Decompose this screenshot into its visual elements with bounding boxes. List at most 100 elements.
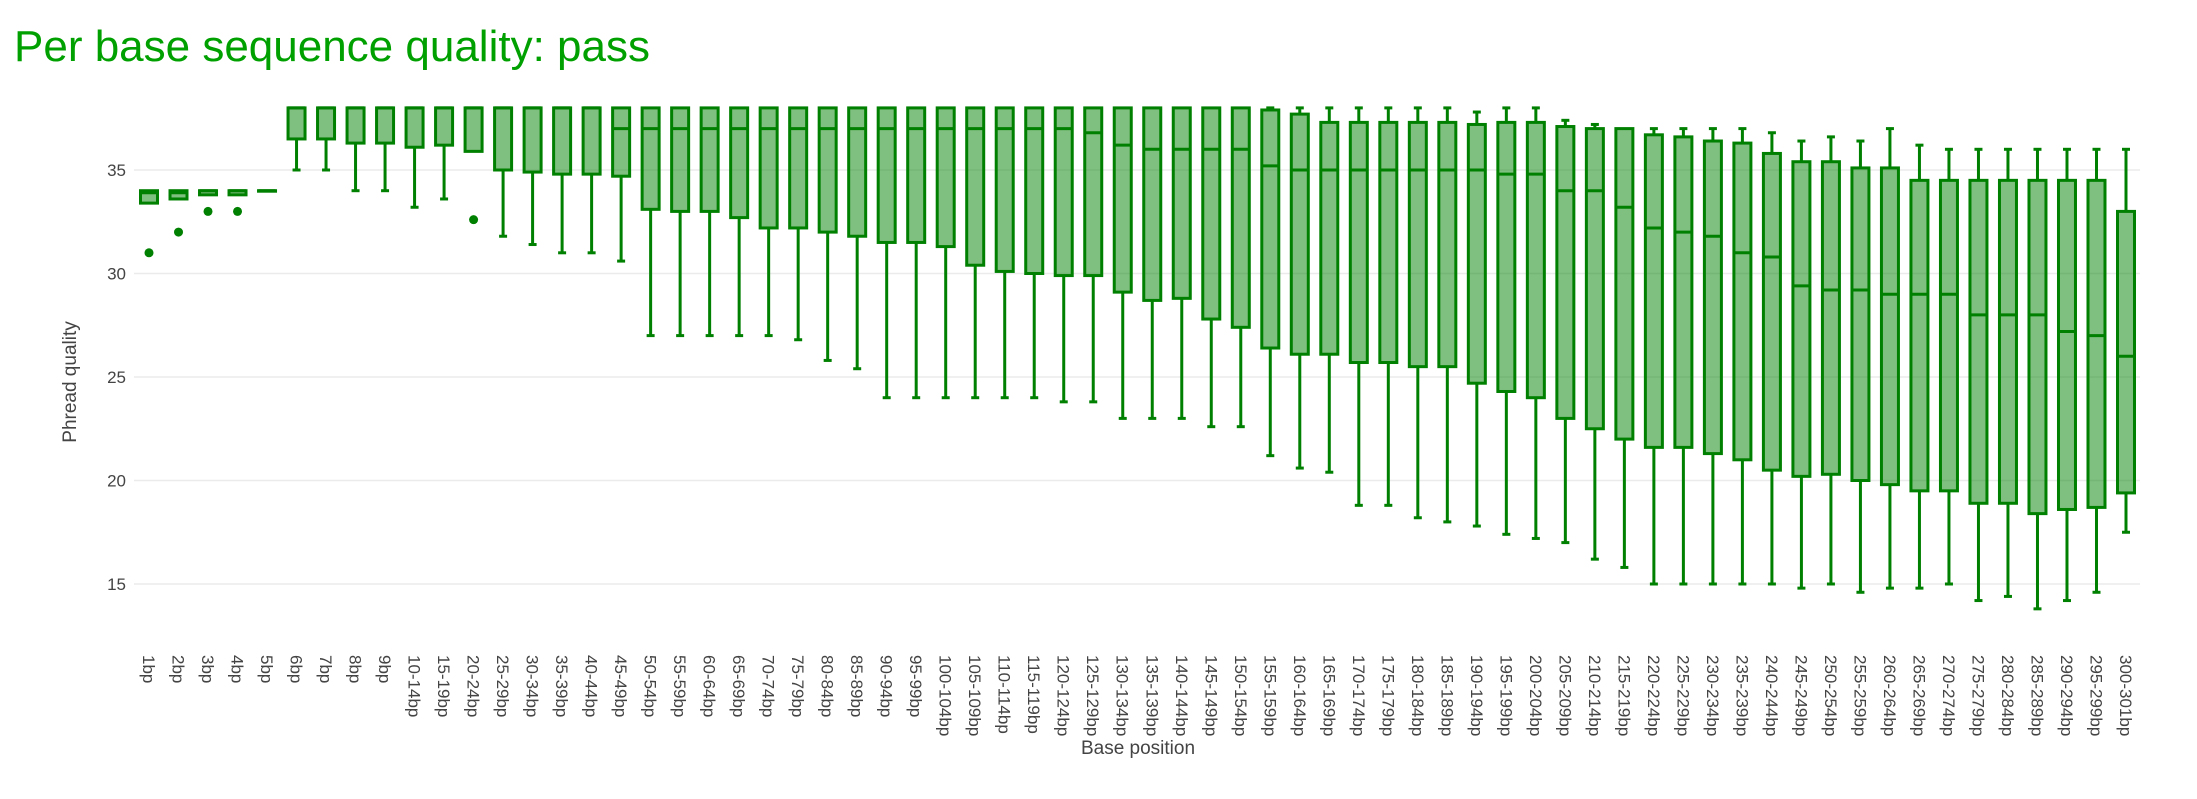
box-85-89bp xyxy=(847,106,868,371)
y-tick-label: 25 xyxy=(107,368,126,387)
x-tick-label: 4bp xyxy=(228,655,247,683)
x-tick-label: 25-29bp xyxy=(493,655,512,717)
x-tick-label: 265-269bp xyxy=(1909,655,1928,736)
box-iqr xyxy=(906,106,927,244)
x-tick-label: 275-279bp xyxy=(1968,655,1987,736)
x-tick-label: 285-289bp xyxy=(2027,655,2046,736)
box-20-24bp xyxy=(463,106,484,153)
box-175-179bp xyxy=(1378,106,1399,507)
box-275-279bp xyxy=(1968,147,1989,603)
box-90-94bp xyxy=(876,106,897,400)
box-iqr xyxy=(1289,112,1310,356)
x-tick-label: 2bp xyxy=(169,655,188,683)
x-tick-label: 15-19bp xyxy=(434,655,453,717)
box-220-224bp xyxy=(1643,127,1664,586)
box-235-239bp xyxy=(1732,127,1753,586)
box-255-259bp xyxy=(1850,139,1871,594)
box-1bp xyxy=(139,189,159,205)
box-170-174bp xyxy=(1348,106,1369,507)
box-260-264bp xyxy=(1879,127,1900,590)
x-tick-label: 260-264bp xyxy=(1880,655,1899,736)
box-iqr xyxy=(1437,120,1458,369)
box-280-284bp xyxy=(1997,147,2018,598)
x-tick-label: 70-74bp xyxy=(759,655,778,717)
x-tick-label: 180-184bp xyxy=(1408,655,1427,736)
x-tick-label: 45-49bp xyxy=(611,655,630,717)
x-tick-label: 155-159bp xyxy=(1260,655,1279,736)
x-tick-label: 255-259bp xyxy=(1850,655,1869,736)
x-axis-title: Base position xyxy=(1081,738,1195,759)
box-200-204bp xyxy=(1525,106,1546,540)
box-iqr xyxy=(965,106,986,267)
box-iqr xyxy=(1614,127,1635,441)
x-tick-label: 8bp xyxy=(346,655,365,683)
box-30-34bp xyxy=(522,106,543,247)
box-55-59bp xyxy=(670,106,691,338)
box-iqr xyxy=(1053,106,1074,278)
box-iqr xyxy=(1378,120,1399,365)
box-iqr xyxy=(1142,106,1163,302)
box-290-294bp xyxy=(2056,147,2077,603)
x-tick-label: 95-99bp xyxy=(906,655,925,717)
x-tick-label: 240-244bp xyxy=(1762,655,1781,736)
x-tick-label: 195-199bp xyxy=(1496,655,1515,736)
box-105-109bp xyxy=(965,106,986,400)
x-tick-label: 50-54bp xyxy=(641,655,660,717)
box-215-219bp xyxy=(1614,127,1635,569)
box-iqr xyxy=(729,106,750,220)
box-iqr xyxy=(2116,209,2136,495)
x-tick-label: 7bp xyxy=(316,655,335,683)
box-iqr xyxy=(758,106,779,230)
box-iqr xyxy=(1820,160,1841,476)
box-iqr xyxy=(168,189,189,201)
box-iqr xyxy=(1761,151,1782,472)
x-tick-label: 295-299bp xyxy=(2086,655,2105,736)
x-tick-label: 40-44bp xyxy=(582,655,601,717)
box-95-99bp xyxy=(906,106,927,400)
box-205-209bp xyxy=(1555,118,1576,545)
box-15-19bp xyxy=(434,106,455,201)
box-iqr xyxy=(2056,178,2077,511)
x-tick-label: 65-69bp xyxy=(729,655,748,717)
x-tick-label: 6bp xyxy=(287,655,306,683)
box-iqr xyxy=(1584,127,1605,431)
x-tick-label: 30-34bp xyxy=(523,655,542,717)
box-155-159bp xyxy=(1260,106,1281,458)
box-iqr xyxy=(1319,120,1340,356)
box-295-299bp xyxy=(2086,147,2107,594)
box-iqr xyxy=(1997,178,2018,505)
x-tick-label: 5bp xyxy=(257,655,276,683)
x-tick-label: 105-109bp xyxy=(965,655,984,736)
chart-title: Per base sequence quality: pass xyxy=(14,22,650,71)
x-tick-label: 165-169bp xyxy=(1319,655,1338,736)
x-tick-label: 9bp xyxy=(375,655,394,683)
box-140-144bp xyxy=(1171,106,1192,420)
box-2bp xyxy=(168,189,189,201)
box-8bp xyxy=(345,106,366,193)
x-tick-label: 235-239bp xyxy=(1732,655,1751,736)
box-285-289bp xyxy=(2027,147,2048,611)
outlier-point xyxy=(174,227,184,237)
box-iqr xyxy=(670,106,691,213)
x-tick-label: 215-219bp xyxy=(1614,655,1633,736)
box-iqr xyxy=(581,106,602,176)
x-tick-label: 270-274bp xyxy=(1939,655,1958,736)
box-195-199bp xyxy=(1496,106,1517,536)
x-axis-ticks: 1bp 2bp 3bp 4bp 5bp 6bp 7bp 8bp 9bp 10-14bp 15-19b… xyxy=(139,655,2135,736)
box-iqr xyxy=(1407,120,1428,369)
x-tick-label: 120-124bp xyxy=(1054,655,1073,736)
box-150-154bp xyxy=(1230,106,1251,429)
box-60-64bp xyxy=(699,106,720,338)
x-tick-label: 290-294bp xyxy=(2057,655,2076,736)
box-6bp xyxy=(286,106,307,172)
box-iqr xyxy=(434,106,455,147)
x-tick-label: 125-129bp xyxy=(1083,655,1102,736)
box-iqr xyxy=(1850,166,1871,482)
outlier-point xyxy=(203,206,213,216)
x-tick-label: 140-144bp xyxy=(1172,655,1191,736)
box-iqr xyxy=(1732,141,1753,462)
box-iqr xyxy=(316,106,337,141)
box-iqr xyxy=(1112,106,1133,294)
x-tick-label: 225-229bp xyxy=(1673,655,1692,736)
box-iqr xyxy=(1348,120,1369,365)
